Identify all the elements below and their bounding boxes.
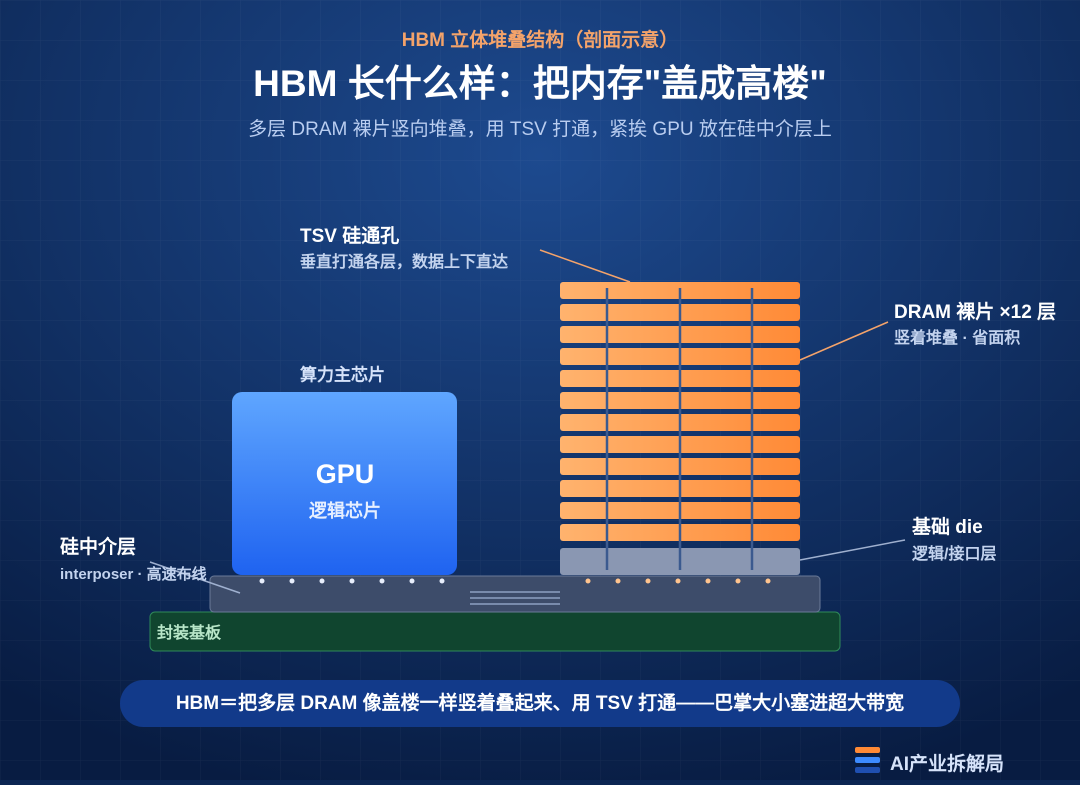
interposer-label: 硅中介层 <box>60 535 136 558</box>
interposer-note: interposer · 高速布线 <box>60 565 207 583</box>
gpu-label: GPU <box>316 459 375 489</box>
tsv-lines <box>605 288 754 570</box>
dram-label: DRAM 裸片 ×12 层 <box>894 300 1056 323</box>
wiring <box>470 591 560 605</box>
subtitle: 多层 DRAM 裸片竖向堆叠，用 TSV 打通，紧挨 GPU 放在硅中介层上 <box>248 118 832 140</box>
gpu-bumps <box>259 578 445 584</box>
dram-note: 竖着堆叠 · 省面积 <box>894 328 1020 347</box>
tsv-label: TSV 硅通孔 <box>300 225 399 247</box>
base-die-note: 逻辑/接口层 <box>912 544 996 563</box>
gpu-die <box>232 392 457 575</box>
summary: HBM＝把多层 DRAM 像盖楼一样竖着叠起来、用 TSV 打通——巴掌大小塞进… <box>176 691 904 714</box>
tsv-note: 垂直打通各层，数据上下直达 <box>300 252 508 271</box>
gpu-note: 逻辑芯片 <box>309 500 381 521</box>
eyebrow: HBM 立体堆叠结构（剖面示意） <box>402 28 679 51</box>
brand: AI产业拆解局 <box>890 752 1004 775</box>
base-die-label: 基础 die <box>911 515 983 538</box>
brand-logo <box>855 747 880 773</box>
leader-lines <box>149 249 906 594</box>
hbm-bumps <box>585 578 771 584</box>
title: HBM 长什么样：把内存"盖成高楼" <box>253 63 827 104</box>
interposer <box>209 575 821 613</box>
substrate <box>149 611 841 652</box>
substrate-label: 封装基板 <box>157 623 222 642</box>
gpu-caption: 算力主芯片 <box>299 364 385 384</box>
summary-pill <box>120 680 960 727</box>
